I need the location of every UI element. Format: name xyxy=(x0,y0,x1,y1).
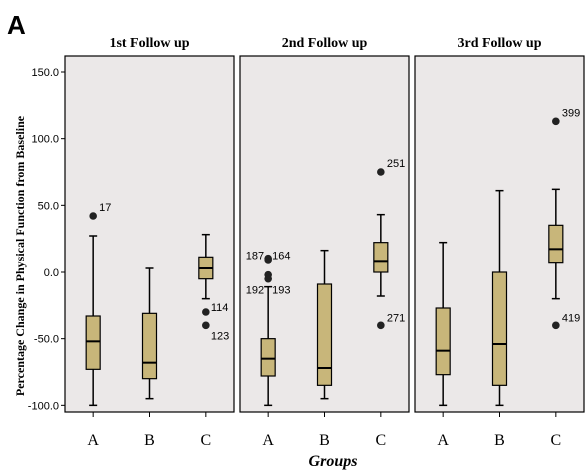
y-tick-label: -50.0 xyxy=(34,334,59,346)
y-axis-label: Percentage Change in Physical Function f… xyxy=(13,115,27,396)
panel-title: 1st Follow up xyxy=(109,36,189,51)
outlier-point xyxy=(202,308,210,316)
chart-panel: 1st Follow up 150.0 100.0 50.0 0.0 -50.0 -100.… xyxy=(28,36,235,449)
outlier-point xyxy=(264,274,272,283)
x-tick-label: A xyxy=(87,432,99,449)
outlier-point xyxy=(89,212,97,220)
iqr-box xyxy=(260,338,276,377)
box-a xyxy=(260,285,276,407)
y-tick-label: 50.0 xyxy=(38,200,59,212)
outlier-point xyxy=(264,256,272,264)
box-c xyxy=(198,233,214,300)
x-tick-label: A xyxy=(262,432,274,449)
y-tick-label: -100.0 xyxy=(28,400,59,412)
outlier-point xyxy=(202,321,210,330)
outlier-point xyxy=(377,168,385,176)
outlier-label: 419 xyxy=(562,312,580,324)
chart-panels: 1st Follow up 150.0 100.0 50.0 0.0 -50.0 -100.… xyxy=(28,36,585,449)
iqr-box xyxy=(548,224,564,264)
outlier-label: 164 xyxy=(272,251,290,263)
box-a xyxy=(435,241,451,407)
outlier-point xyxy=(552,321,560,330)
iqr-box xyxy=(435,307,451,376)
box-c xyxy=(373,213,389,297)
chart-panel: 3rd Follow up A B C 399 419 xyxy=(414,36,585,449)
outlier-label: 123 xyxy=(211,330,229,342)
outlier-label: 187 xyxy=(246,251,264,263)
outlier-label: 251 xyxy=(387,158,405,170)
outlier-label: 114 xyxy=(211,302,229,314)
iqr-box xyxy=(85,315,101,370)
x-tick-label: B xyxy=(494,432,505,449)
box-b xyxy=(316,249,333,400)
box-c xyxy=(548,188,564,300)
x-tick-label: A xyxy=(437,432,449,449)
figure-panel-letter: A xyxy=(7,10,26,40)
outlier-label: 271 xyxy=(387,312,405,324)
x-tick-label: C xyxy=(550,432,561,449)
iqr-box xyxy=(373,242,389,273)
box-a xyxy=(85,235,101,407)
x-axis-label: Groups xyxy=(309,453,358,470)
outlier-label: 192 xyxy=(246,285,264,297)
y-tick-label: 150.0 xyxy=(31,67,59,79)
chart-panel: 2nd Follow up A B C 187 164 192 193 251 271 xyxy=(239,36,410,449)
panel-title: 2nd Follow up xyxy=(282,36,368,51)
outlier-label: 193 xyxy=(272,285,290,297)
iqr-box xyxy=(491,271,508,386)
y-tick-label: 0.0 xyxy=(44,267,59,279)
outlier-label: 399 xyxy=(562,107,580,119)
box-b xyxy=(491,189,508,407)
x-tick-label: C xyxy=(375,432,386,449)
outlier-label: 17 xyxy=(99,202,111,214)
outlier-point xyxy=(552,117,560,126)
iqr-box xyxy=(316,283,333,386)
iqr-box xyxy=(141,312,158,380)
x-tick-label: C xyxy=(200,432,211,449)
outlier-point xyxy=(377,321,385,330)
panel-title: 3rd Follow up xyxy=(457,36,541,51)
x-tick-label: B xyxy=(144,432,155,449)
x-tick-label: B xyxy=(319,432,330,449)
y-tick-label: 100.0 xyxy=(31,134,59,146)
box-b xyxy=(141,267,158,400)
